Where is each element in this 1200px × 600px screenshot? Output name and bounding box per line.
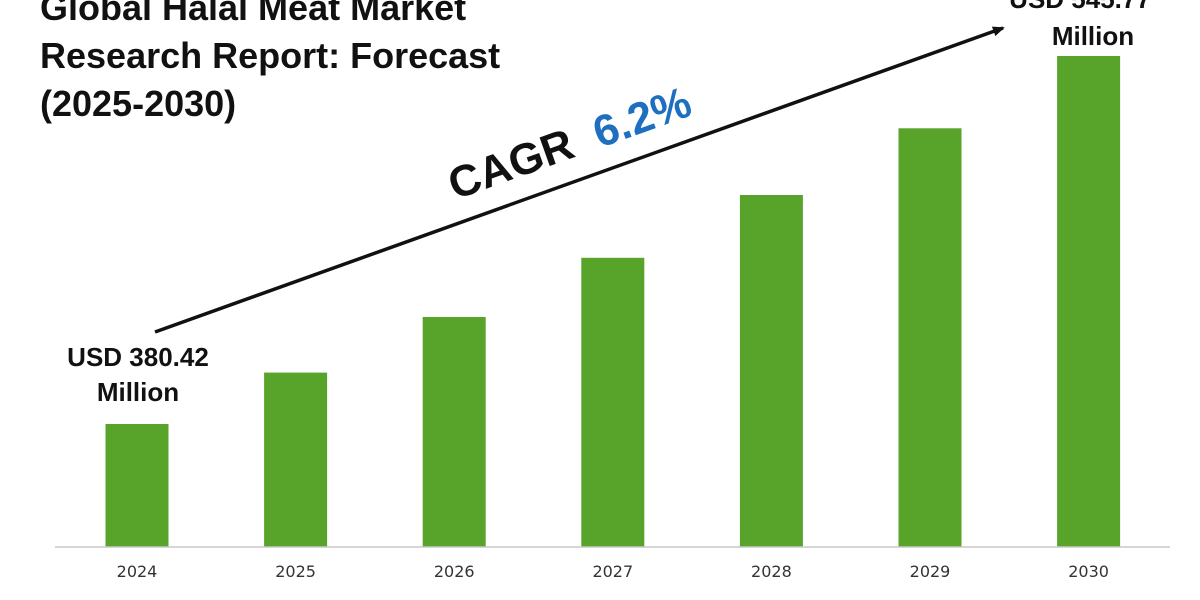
end-value-label-line-1: USD 545.77	[1009, 0, 1151, 14]
x-tick-label-2027: 2027	[592, 562, 633, 581]
x-tick-label-2030: 2030	[1068, 562, 1109, 581]
chart-title-line-2: Research Report: Forecast	[40, 35, 500, 76]
cagr-value: 6.2%	[587, 78, 698, 158]
x-tick-label-2024: 2024	[117, 562, 158, 581]
bar-2026	[422, 317, 486, 547]
bar-2029	[898, 128, 962, 548]
x-tick-labels: 2024 2025 2026 2027 2028 2029 2030	[117, 562, 1109, 581]
start-value-label-line-1: USD 380.42	[67, 342, 209, 372]
x-tick-label-2025: 2025	[275, 562, 316, 581]
cagr-trend-arrow	[154, 26, 1005, 334]
start-value-label-line-2: Million	[97, 377, 179, 407]
cagr-label: CAGR 6.2%	[442, 78, 698, 210]
end-value-label-line-2: Million	[1052, 21, 1134, 51]
chart-title-line-1: Global Halal Meat Market	[40, 0, 466, 28]
bar-2025	[264, 372, 328, 547]
bar-2027	[581, 257, 645, 547]
bar-2024	[105, 424, 169, 547]
x-tick-label-2026: 2026	[434, 562, 475, 581]
cagr-prefix: CAGR	[442, 120, 580, 210]
x-tick-label-2028: 2028	[751, 562, 792, 581]
bar-2030	[1057, 56, 1121, 547]
chart-title-line-3: (2025-2030)	[40, 83, 236, 124]
bars-group	[105, 56, 1121, 548]
x-tick-label-2029: 2029	[910, 562, 951, 581]
bar-2028	[739, 195, 803, 547]
